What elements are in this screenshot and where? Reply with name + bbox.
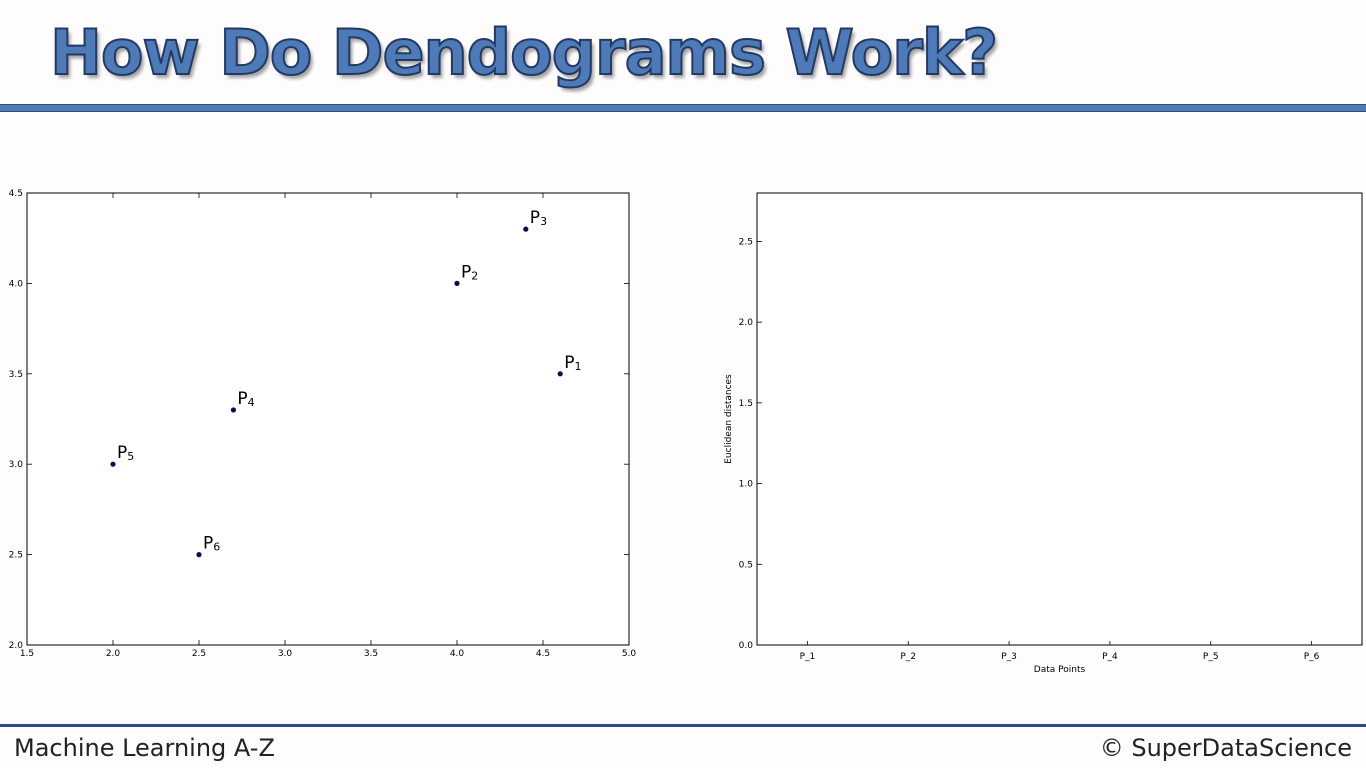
x-tick-label-p5: P_5 <box>1203 652 1219 662</box>
x-tick-label: 5.0 <box>622 649 637 659</box>
x-tick-label-p3: P_3 <box>1001 652 1017 662</box>
point-label-letter: P <box>461 262 471 282</box>
point-label-subscript: 3 <box>540 215 547 228</box>
x-tick-label-p6: P_6 <box>1304 652 1320 662</box>
slide-title: How Do Dendograms Work? <box>49 15 999 90</box>
y-tick-label: 0.0 <box>739 641 754 651</box>
x-tick-label: 3.0 <box>278 649 293 659</box>
y-tick-label: 4.5 <box>9 189 23 199</box>
point-label-letter: P <box>203 534 213 554</box>
x-tick-label-p2: P_2 <box>900 652 916 662</box>
y-tick-label: 3.0 <box>9 460 24 470</box>
data-point-p1 <box>557 371 563 377</box>
point-label-letter: P <box>237 389 247 409</box>
y-tick-label: 2.0 <box>739 318 754 328</box>
title-divider <box>0 104 1366 112</box>
y-tick-label: 4.0 <box>9 279 24 289</box>
x-tick-label: 4.0 <box>450 649 465 659</box>
dendrogram-frame <box>756 192 1363 646</box>
point-label-p4: P4 <box>237 389 254 409</box>
data-point-p5 <box>110 461 116 467</box>
point-label-p2: P2 <box>461 262 478 282</box>
point-label-p6: P6 <box>203 534 220 554</box>
x-tick-label: 3.5 <box>364 649 378 659</box>
point-label-letter: P <box>117 443 127 463</box>
data-point-p4 <box>230 407 236 413</box>
x-tick-label: 2.0 <box>106 649 121 659</box>
y-tick-label: 2.0 <box>9 641 24 651</box>
point-label-letter: P <box>564 353 574 373</box>
y-tick-label: 0.5 <box>739 560 753 570</box>
point-label-letter: P <box>530 208 540 228</box>
data-point-p3 <box>523 226 529 232</box>
x-tick-label: 4.5 <box>536 649 550 659</box>
point-label-subscript: 5 <box>127 450 134 463</box>
y-axis-title: Euclidean distances <box>724 374 734 464</box>
x-tick-label: 1.5 <box>20 649 34 659</box>
dendrogram-chart: 0.0 0.5 1.0 1.5 2.0 2.5 P_1 P_2 P_3 P_4 P_5 P_6 Data… <box>724 192 1363 675</box>
point-label-subscript: 4 <box>248 396 255 409</box>
point-label-subscript: 1 <box>574 360 581 373</box>
plot-frame <box>26 192 630 646</box>
copyright-notice: © SuperDataScience <box>1099 734 1352 762</box>
point-label-subscript: 6 <box>213 541 220 554</box>
scatter-chart: 1.5 2.0 2.5 3.0 3.5 4.0 4.5 5.02.02.53.03.54.04… <box>9 189 637 659</box>
data-point-p2 <box>454 280 460 286</box>
y-tick-label: 1.0 <box>739 480 754 490</box>
data-point-p6 <box>196 552 202 558</box>
course-name: Machine Learning A-Z <box>14 734 275 762</box>
x-tick-label: 2.5 <box>192 649 206 659</box>
y-tick-label: 2.5 <box>9 551 23 561</box>
point-label-p3: P3 <box>530 208 547 228</box>
y-tick-label: 3.5 <box>9 370 23 380</box>
point-label-p1: P1 <box>564 353 581 373</box>
y-tick-label: 1.5 <box>739 399 753 409</box>
x-axis-title: Data Points <box>1034 665 1086 675</box>
y-tick-label: 2.5 <box>739 237 753 247</box>
x-tick-label-p4: P_4 <box>1102 652 1118 662</box>
point-label-subscript: 2 <box>471 269 478 282</box>
point-label-p5: P5 <box>117 443 134 463</box>
footer-divider <box>0 724 1366 727</box>
x-tick-label-p1: P_1 <box>800 652 816 662</box>
